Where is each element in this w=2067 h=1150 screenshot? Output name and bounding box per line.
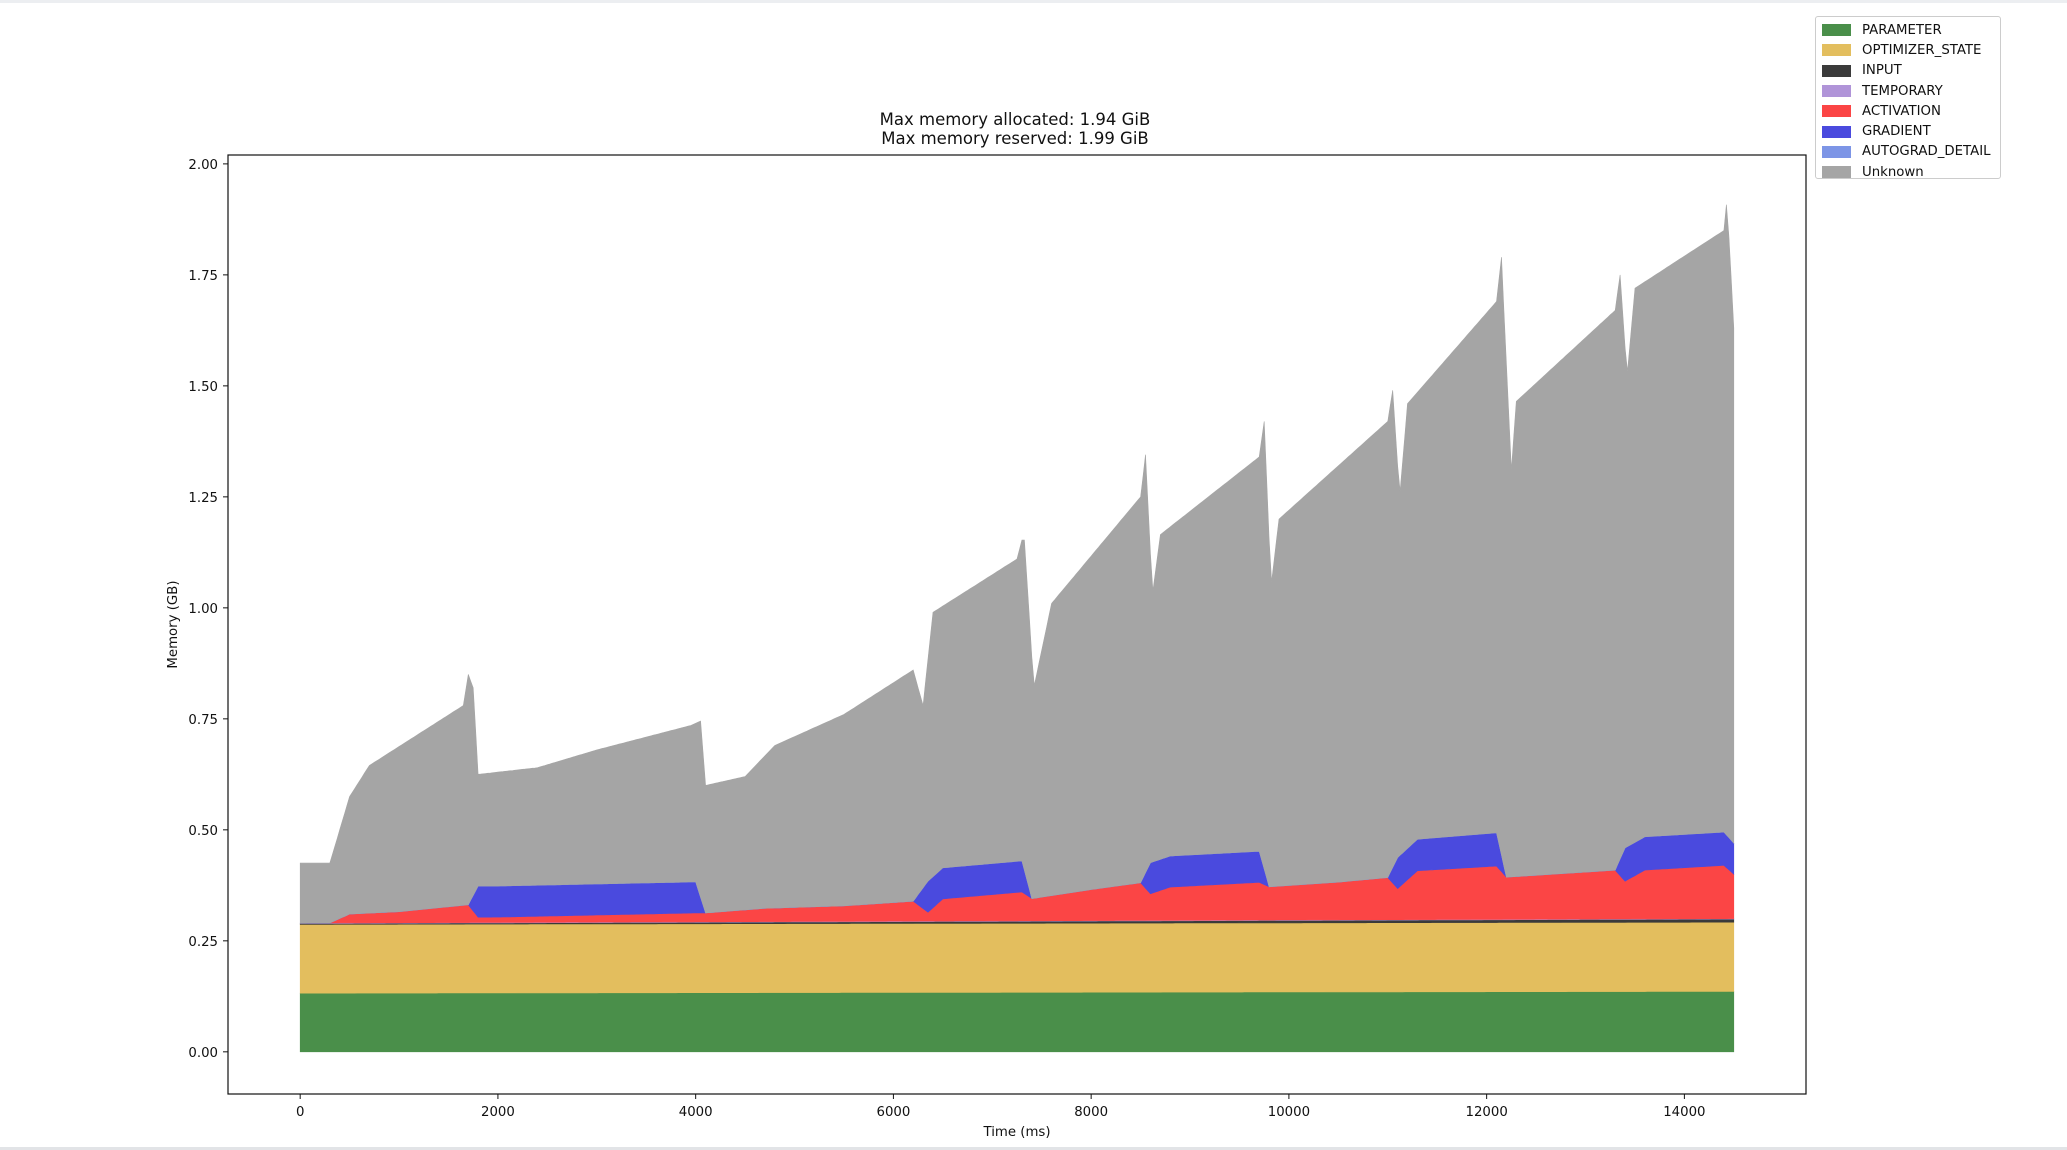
y-tick-label: 1.75	[188, 269, 218, 284]
y-axis-ticks: 0.00 0.25 0.50 0.75 1.00 1.25 1.50 1.75 2.00	[188, 158, 228, 1061]
legend-item: ACTIVATION	[1816, 101, 2000, 121]
legend-swatch	[1822, 166, 1851, 179]
y-axis-label: Memory (GB)	[166, 580, 181, 668]
chart-legend: PARAMETER OPTIMIZER_STATE INPUT TEMPORARY AC…	[1815, 16, 2001, 182]
x-tick-label: 14000	[1663, 1105, 1705, 1120]
legend-item: INPUT	[1816, 61, 2000, 81]
legend-swatch	[1822, 44, 1851, 57]
y-tick-label: 0.25	[188, 935, 218, 950]
plot-area-frame	[227, 154, 1807, 1095]
x-tick-label: 10000	[1268, 1105, 1310, 1120]
x-tick-label: 12000	[1465, 1105, 1507, 1120]
legend-swatch	[1822, 64, 1851, 77]
x-tick-label: 0	[296, 1105, 304, 1120]
legend-item: GRADIENT	[1816, 121, 2000, 141]
legend-item: PARAMETER	[1816, 20, 2000, 40]
chart-title-line-2: Max memory reserved: 1.99 GiB	[881, 129, 1149, 148]
y-tick-label: 1.00	[188, 602, 218, 617]
legend-label: GRADIENT	[1862, 124, 1931, 140]
legend-label: Unknown	[1862, 164, 1924, 180]
y-tick-label: 1.50	[188, 380, 218, 395]
y-tick-label: 0.00	[188, 1046, 218, 1061]
area-parameter	[299, 991, 1735, 1053]
legend-label: AUTOGRAD_DETAIL	[1862, 144, 1991, 160]
legend-item: TEMPORARY	[1816, 81, 2000, 101]
chart-title-line-1: Max memory allocated: 1.94 GiB	[879, 110, 1151, 129]
legend-swatch	[1822, 85, 1851, 98]
x-tick-label: 8000	[1074, 1105, 1108, 1120]
y-tick-label: 0.50	[188, 824, 218, 839]
y-tick-label: 0.75	[188, 713, 218, 728]
x-tick-label: 6000	[876, 1105, 910, 1120]
x-tick-label: 4000	[679, 1105, 713, 1120]
legend-swatch	[1822, 125, 1851, 138]
legend-item: AUTOGRAD_DETAIL	[1816, 142, 2000, 162]
legend-item: Unknown	[1816, 162, 2000, 182]
legend-item: OPTIMIZER_STATE	[1816, 40, 2000, 60]
stacked-areas	[299, 204, 1735, 1053]
legend-label: INPUT	[1862, 63, 1902, 79]
x-axis-ticks: 0 2000 4000 6000 8000 10000 12000 14000	[296, 1094, 1706, 1120]
legend-label: PARAMETER	[1862, 22, 1942, 38]
y-tick-label: 2.00	[188, 158, 218, 173]
area-unknown	[299, 204, 1735, 924]
y-tick-label: 1.25	[188, 491, 218, 506]
x-axis-label: Time (ms)	[982, 1125, 1050, 1140]
legend-swatch	[1822, 105, 1851, 118]
legend-label: TEMPORARY	[1862, 83, 1943, 99]
legend-label: ACTIVATION	[1862, 103, 1941, 119]
legend-label: OPTIMIZER_STATE	[1862, 42, 1982, 58]
legend-swatch	[1822, 145, 1851, 158]
area-optimizer-state	[299, 921, 1735, 994]
x-tick-label: 2000	[481, 1105, 515, 1120]
legend-swatch	[1822, 24, 1851, 37]
